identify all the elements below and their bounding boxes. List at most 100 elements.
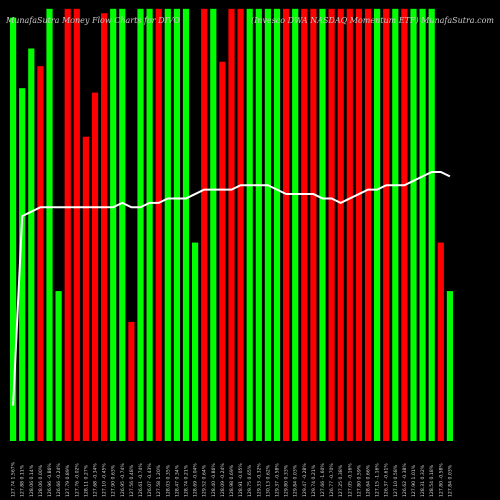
bar-1 bbox=[10, 17, 17, 441]
x-tick-label-28: 129.33 -0.32% bbox=[256, 463, 262, 497]
x-tick-label-12: 127.90 0.63% bbox=[111, 464, 117, 497]
bar-44 bbox=[401, 8, 408, 441]
bar-32 bbox=[292, 8, 299, 441]
x-tick-label-16: 126.07 -0.43% bbox=[147, 463, 153, 497]
x-tick-label-20: 128.74 0.21% bbox=[184, 464, 190, 497]
x-tick-label-36: 126.77 -0.70% bbox=[329, 463, 335, 497]
bar-23 bbox=[210, 8, 217, 441]
bar-6 bbox=[55, 291, 62, 441]
bar-27 bbox=[246, 8, 253, 441]
x-tick-labels: 127.74 1.567% 127.88 0.11% 128.06 0.14% 128… bbox=[11, 461, 454, 497]
x-tick-label-10: 127.68 -0.34% bbox=[93, 463, 99, 497]
x-tick-label-49: 127.84 0.03% bbox=[447, 464, 453, 497]
x-tick-label-13: 126.95 -0.74% bbox=[120, 463, 126, 497]
x-tick-label-35: 127.66 -1.60% bbox=[320, 463, 326, 497]
x-tick-label-29: 130.13 0.62% bbox=[265, 464, 271, 497]
bar-3 bbox=[28, 48, 35, 441]
bar-14 bbox=[128, 321, 135, 441]
x-tick-label-24: 128.09 -0.24% bbox=[220, 463, 226, 497]
x-tick-label-22: 129.52 0.64% bbox=[202, 464, 208, 497]
x-tick-label-17: 127.58 1.20% bbox=[156, 464, 162, 497]
x-tick-label-48: 127.80 -0.58% bbox=[438, 463, 444, 497]
x-tick-label-23: 128.40 -0.86% bbox=[211, 463, 217, 497]
bar-24 bbox=[219, 61, 226, 442]
bar-series bbox=[10, 8, 453, 442]
x-tick-label-5: 126.96 -0.86% bbox=[47, 463, 53, 497]
bar-10 bbox=[91, 92, 99, 442]
x-tick-label-31: 129.80 0.33% bbox=[284, 464, 290, 497]
x-tick-label-2: 127.88 0.11% bbox=[20, 464, 26, 497]
money-flow-line bbox=[12, 170, 451, 406]
bar-13 bbox=[119, 8, 126, 441]
x-tick-label-40: 128.64 0.66% bbox=[366, 464, 372, 497]
bar-25 bbox=[228, 8, 235, 441]
x-tick-label-3: 128.06 0.14% bbox=[29, 464, 35, 497]
x-tick-label-30: 129.37 -0.58% bbox=[275, 463, 281, 497]
x-tick-label-1: 127.74 1.567% bbox=[11, 461, 17, 497]
chart-header-right: (Invesco DWA NASDAQ Momentum ETF) Munafa… bbox=[251, 16, 494, 25]
bar-4 bbox=[37, 66, 44, 442]
bar-38 bbox=[346, 8, 353, 441]
x-tick-label-4: 128.06 0.00% bbox=[38, 464, 44, 497]
x-tick-label-19: 128.47 0.34% bbox=[174, 464, 180, 497]
x-tick-label-46: 128.31 0.32% bbox=[420, 464, 426, 497]
x-tick-label-39: 127.80 0.59% bbox=[356, 464, 362, 497]
x-tick-label-14: 127.56 0.48% bbox=[129, 464, 135, 497]
chart-header-left: MunafaSutra Money Flow Charts for DIVO bbox=[5, 16, 180, 25]
x-tick-label-27: 129.75 0.65% bbox=[247, 464, 253, 497]
x-tick-label-37: 127.25 0.38% bbox=[338, 464, 344, 497]
bar-15 bbox=[137, 8, 144, 441]
bar-34 bbox=[310, 8, 317, 441]
bar-49 bbox=[446, 291, 453, 441]
x-tick-label-25: 128.98 0.69% bbox=[229, 464, 235, 497]
bar-42 bbox=[383, 8, 390, 441]
x-tick-label-47: 128.54 0.18% bbox=[429, 464, 435, 497]
bar-20 bbox=[182, 8, 190, 441]
bar-36 bbox=[328, 8, 335, 441]
x-tick-label-45: 127.90 1.01% bbox=[411, 464, 417, 497]
bar-31 bbox=[283, 8, 290, 441]
bar-45 bbox=[410, 8, 417, 441]
x-tick-label-9: 128.11 0.27% bbox=[83, 464, 89, 497]
bar-21 bbox=[192, 242, 199, 441]
bar-5 bbox=[46, 8, 53, 441]
bar-12 bbox=[110, 8, 117, 441]
bar-19 bbox=[173, 8, 180, 441]
bar-16 bbox=[146, 8, 153, 441]
x-tick-label-32: 129.84 0.03% bbox=[293, 464, 299, 497]
x-tick-label-6: 126.66 -0.24% bbox=[56, 463, 62, 497]
bar-7 bbox=[64, 8, 71, 441]
bar-30 bbox=[273, 8, 281, 441]
x-tick-label-33: 129.47 -0.28% bbox=[302, 463, 308, 497]
bar-28 bbox=[255, 8, 262, 441]
bar-9 bbox=[82, 136, 89, 441]
bar-26 bbox=[237, 8, 244, 441]
x-tick-label-18: 128.03 0.35% bbox=[165, 464, 171, 497]
x-tick-label-8: 127.76 -0.02% bbox=[74, 463, 80, 497]
bar-29 bbox=[264, 8, 271, 441]
bar-33 bbox=[301, 8, 308, 441]
bar-41 bbox=[374, 8, 381, 441]
bar-48 bbox=[437, 242, 444, 441]
bar-40 bbox=[364, 8, 372, 441]
bar-11 bbox=[101, 13, 108, 441]
x-tick-label-44: 126.62 -0.38% bbox=[402, 463, 408, 497]
bar-22 bbox=[201, 8, 208, 441]
bar-2 bbox=[19, 88, 26, 441]
x-tick-label-15: 126.61 -0.74% bbox=[138, 463, 144, 497]
bar-39 bbox=[355, 8, 362, 441]
x-tick-label-26: 128.91 -0.05% bbox=[238, 463, 244, 497]
x-tick-label-11: 127.10 -0.45% bbox=[102, 463, 108, 497]
x-tick-label-21: 128.69 -0.04% bbox=[193, 463, 199, 497]
x-tick-label-42: 126.37 -0.61% bbox=[384, 463, 390, 497]
x-tick-label-7: 127.79 0.89% bbox=[65, 464, 71, 497]
bar-35 bbox=[319, 8, 326, 441]
x-tick-label-41: 127.15 -1.16% bbox=[375, 463, 381, 497]
bar-47 bbox=[428, 8, 435, 441]
x-tick-label-38: 127.05 -0.16% bbox=[347, 463, 353, 497]
x-tick-label-34: 129.74 0.21% bbox=[311, 464, 317, 497]
bar-8 bbox=[73, 8, 80, 441]
bar-46 bbox=[419, 8, 426, 441]
bar-43 bbox=[392, 8, 399, 441]
